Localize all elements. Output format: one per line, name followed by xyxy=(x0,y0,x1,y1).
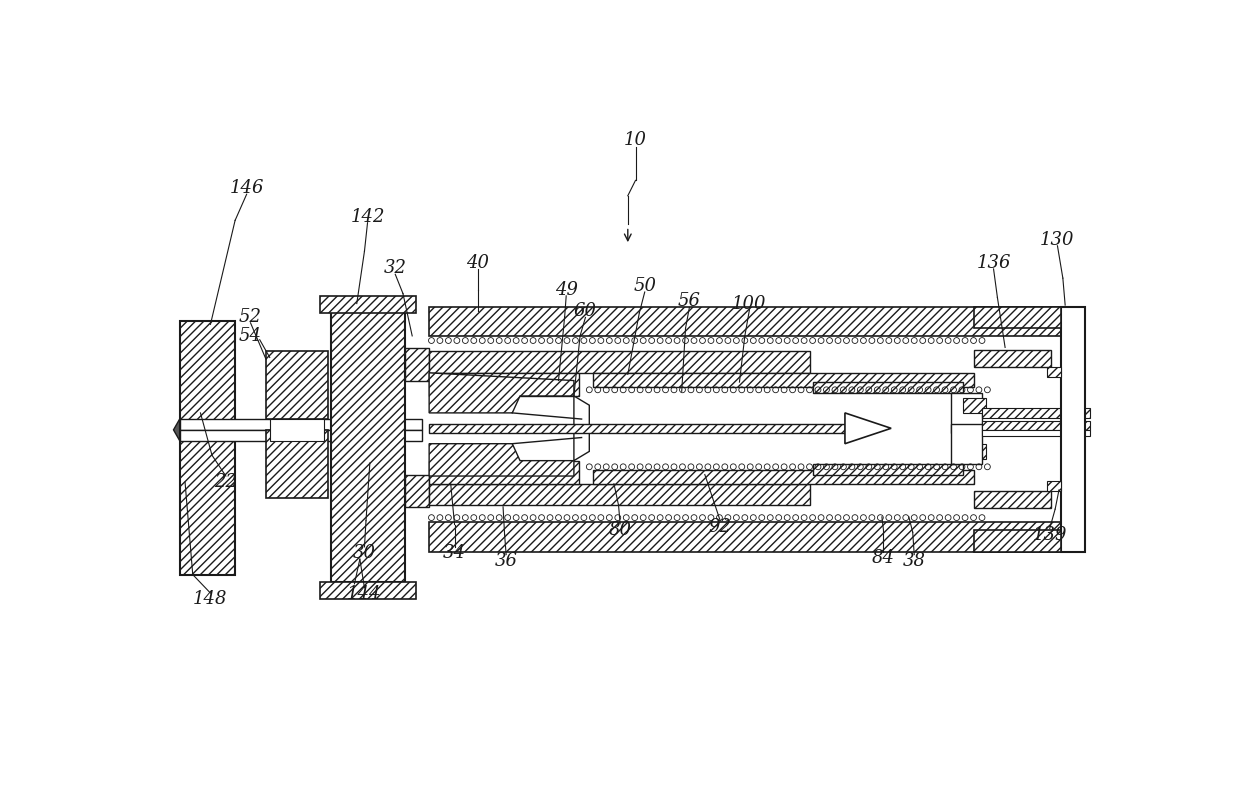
Text: 22: 22 xyxy=(215,473,237,491)
Text: 49: 49 xyxy=(554,281,578,299)
Text: 136: 136 xyxy=(976,254,1011,271)
Text: 40: 40 xyxy=(466,254,489,271)
Bar xyxy=(429,352,810,373)
Polygon shape xyxy=(174,419,180,441)
Text: 60: 60 xyxy=(574,302,596,320)
Polygon shape xyxy=(844,413,892,444)
Polygon shape xyxy=(429,444,574,476)
Bar xyxy=(180,430,422,441)
Text: 56: 56 xyxy=(678,292,701,310)
Polygon shape xyxy=(429,373,574,413)
Bar xyxy=(1048,367,1060,377)
Bar xyxy=(982,420,1090,430)
Bar xyxy=(404,348,429,381)
Text: 50: 50 xyxy=(634,277,656,295)
Text: 130: 130 xyxy=(1040,231,1075,249)
Bar xyxy=(429,461,579,484)
Bar xyxy=(331,305,404,582)
Bar xyxy=(962,444,986,459)
Bar xyxy=(593,470,975,484)
Text: 10: 10 xyxy=(624,130,647,148)
Bar xyxy=(812,463,962,475)
Text: 139: 139 xyxy=(1033,526,1066,544)
Bar xyxy=(975,492,1052,509)
Bar xyxy=(270,419,324,441)
Text: 54: 54 xyxy=(239,327,262,345)
Polygon shape xyxy=(574,396,589,461)
Bar xyxy=(1060,307,1085,552)
Bar xyxy=(982,408,1090,417)
Text: 92: 92 xyxy=(709,518,732,536)
Bar xyxy=(962,398,986,413)
Bar xyxy=(1048,480,1060,492)
Text: 146: 146 xyxy=(229,179,264,197)
Text: 142: 142 xyxy=(350,207,384,225)
Bar xyxy=(975,307,1060,328)
Bar xyxy=(951,424,982,463)
Text: 148: 148 xyxy=(193,590,228,608)
Text: 34: 34 xyxy=(443,544,466,562)
Bar xyxy=(593,373,975,386)
Bar xyxy=(951,393,982,433)
Bar xyxy=(320,296,417,313)
Bar xyxy=(812,382,962,393)
Bar xyxy=(429,307,1060,336)
Bar xyxy=(180,321,236,574)
Bar xyxy=(429,424,844,433)
Bar xyxy=(975,350,1052,367)
Bar xyxy=(180,419,422,430)
Text: 38: 38 xyxy=(903,552,926,569)
Bar xyxy=(265,352,327,419)
Text: 100: 100 xyxy=(732,295,766,313)
Bar xyxy=(429,522,1060,552)
Bar xyxy=(320,582,417,599)
Text: 144: 144 xyxy=(347,585,382,603)
Bar xyxy=(429,373,579,396)
Bar xyxy=(429,484,810,505)
Text: 52: 52 xyxy=(239,308,262,326)
Bar xyxy=(265,430,327,497)
Text: 30: 30 xyxy=(353,544,376,562)
Text: 32: 32 xyxy=(383,259,407,277)
Bar xyxy=(982,430,1090,436)
Text: 36: 36 xyxy=(495,552,517,569)
Text: 80: 80 xyxy=(609,521,631,539)
Bar xyxy=(404,475,429,507)
Text: 84: 84 xyxy=(872,548,895,567)
Bar xyxy=(975,530,1060,552)
